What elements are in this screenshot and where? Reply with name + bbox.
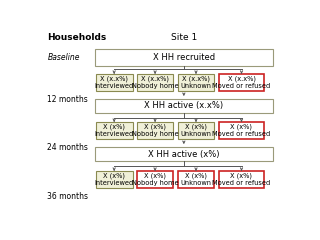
FancyBboxPatch shape [178, 74, 214, 91]
Text: Households: Households [47, 33, 107, 42]
Text: X HH active (x.x%): X HH active (x.x%) [144, 102, 223, 110]
Text: X HH active (x%): X HH active (x%) [148, 150, 220, 158]
Text: X (x%)
Interviewed: X (x%) Interviewed [94, 124, 134, 137]
Text: 36 months: 36 months [47, 192, 88, 201]
Text: X (x%)
Moved or refused: X (x%) Moved or refused [212, 124, 271, 137]
Text: X (x%)
Nobody home: X (x%) Nobody home [132, 173, 178, 186]
Text: X (x%)
Nobody home: X (x%) Nobody home [132, 124, 178, 137]
Text: X HH recruited: X HH recruited [153, 53, 215, 62]
Text: 24 months: 24 months [47, 144, 88, 152]
Text: X (x%)
Interviewed: X (x%) Interviewed [94, 173, 134, 186]
Text: 12 months: 12 months [47, 96, 88, 104]
Text: X (x.x%)
Moved or refused: X (x.x%) Moved or refused [212, 76, 271, 89]
FancyBboxPatch shape [178, 171, 214, 188]
FancyBboxPatch shape [137, 171, 173, 188]
FancyBboxPatch shape [137, 122, 173, 139]
Text: Site 1: Site 1 [171, 33, 197, 42]
Text: X (x%)
Unknown: X (x%) Unknown [180, 124, 212, 137]
Text: X (x.x%)
Interviewed: X (x.x%) Interviewed [94, 76, 134, 89]
FancyBboxPatch shape [219, 122, 264, 139]
FancyBboxPatch shape [219, 74, 264, 91]
Text: Baseline: Baseline [47, 53, 80, 62]
Text: X (x%)
Moved or refused: X (x%) Moved or refused [212, 173, 271, 186]
FancyBboxPatch shape [95, 99, 273, 113]
FancyBboxPatch shape [96, 122, 132, 139]
Text: X (x.x%)
Nobody home: X (x.x%) Nobody home [132, 76, 178, 89]
FancyBboxPatch shape [95, 49, 273, 66]
FancyBboxPatch shape [219, 171, 264, 188]
FancyBboxPatch shape [95, 147, 273, 161]
Text: X (x.x%)
Unknown: X (x.x%) Unknown [180, 76, 212, 89]
FancyBboxPatch shape [178, 122, 214, 139]
FancyBboxPatch shape [137, 74, 173, 91]
Text: X (x%)
Unknown: X (x%) Unknown [180, 173, 212, 186]
FancyBboxPatch shape [96, 74, 132, 91]
FancyBboxPatch shape [96, 171, 132, 188]
